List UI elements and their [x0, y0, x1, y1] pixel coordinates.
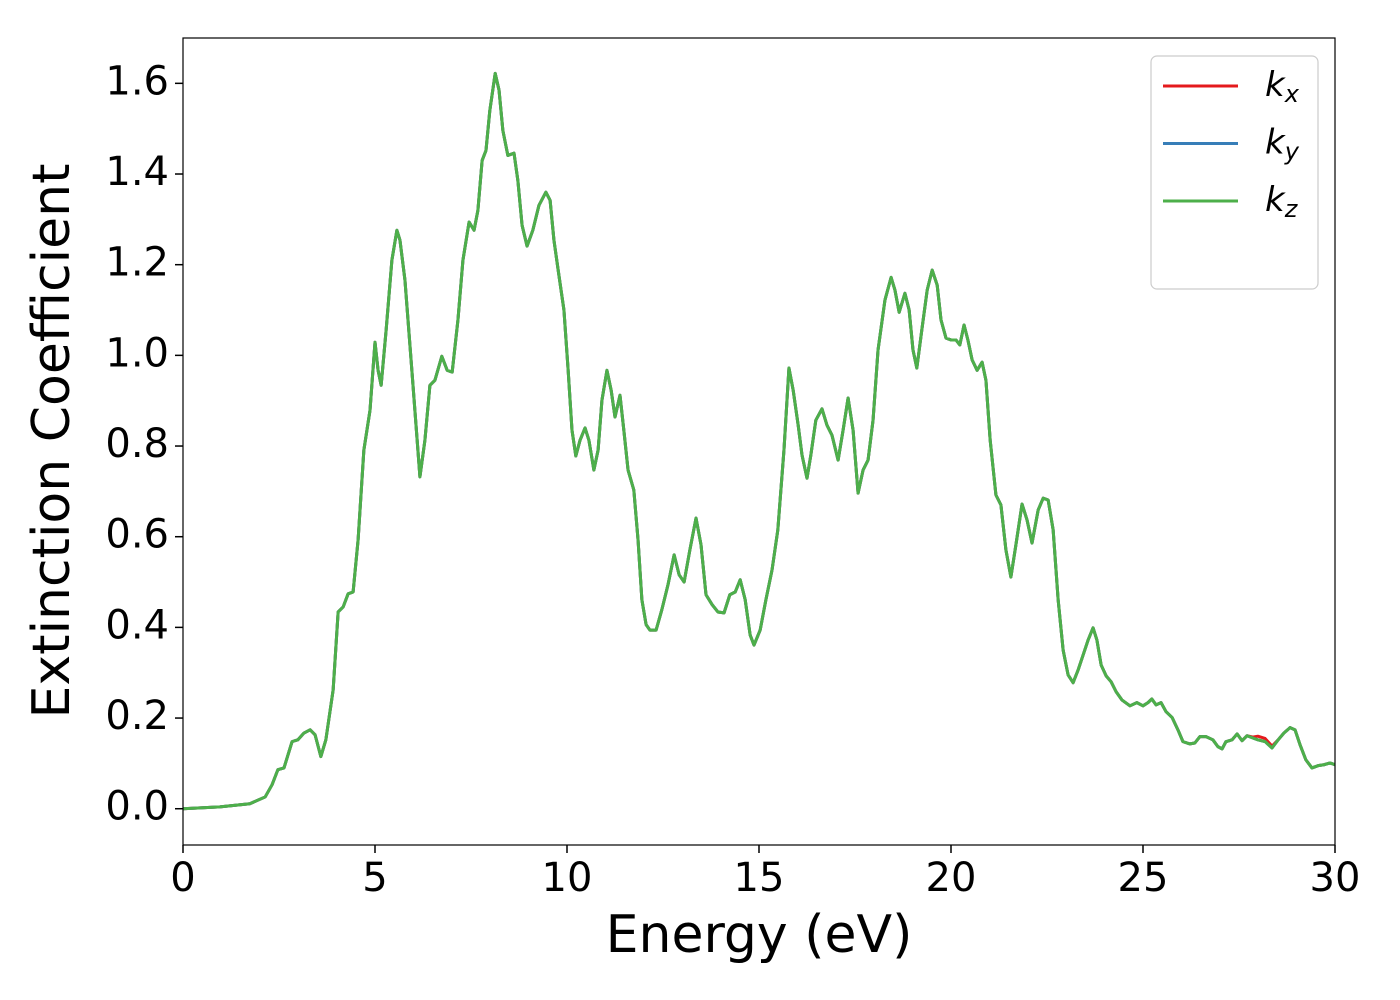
- series-line: [183, 71, 1335, 811]
- x-tick-label: 0: [170, 855, 195, 901]
- y-tick-label: 1.4: [105, 149, 169, 195]
- y-axis-label: Extinction Coefficient: [22, 164, 82, 719]
- y-tick-label: 1.0: [105, 330, 169, 376]
- x-tick-label: 30: [1310, 855, 1361, 901]
- y-tick-label: 1.2: [105, 240, 169, 286]
- y-tick-label: 0.8: [105, 421, 169, 467]
- x-axis-label: Energy (eV): [606, 905, 913, 965]
- y-tick-label: 0.2: [105, 693, 169, 739]
- x-tick-label: 20: [926, 855, 977, 901]
- x-tick-label: 5: [362, 855, 387, 901]
- y-tick-label: 0.6: [105, 512, 169, 558]
- y-tick-label: 0.4: [105, 602, 169, 648]
- y-tick-label: 0.0: [105, 784, 169, 830]
- legend-label: ky: [1265, 122, 1300, 166]
- plot-frame: [182, 37, 1336, 846]
- x-tick-label: 25: [1118, 855, 1169, 901]
- x-tick-label: 10: [542, 855, 593, 901]
- y-tick-label: 1.6: [105, 58, 169, 104]
- legend-label: kx: [1265, 65, 1300, 109]
- legend-label: kz: [1265, 180, 1299, 224]
- legend-box: [1150, 55, 1319, 290]
- x-tick-label: 15: [734, 855, 785, 901]
